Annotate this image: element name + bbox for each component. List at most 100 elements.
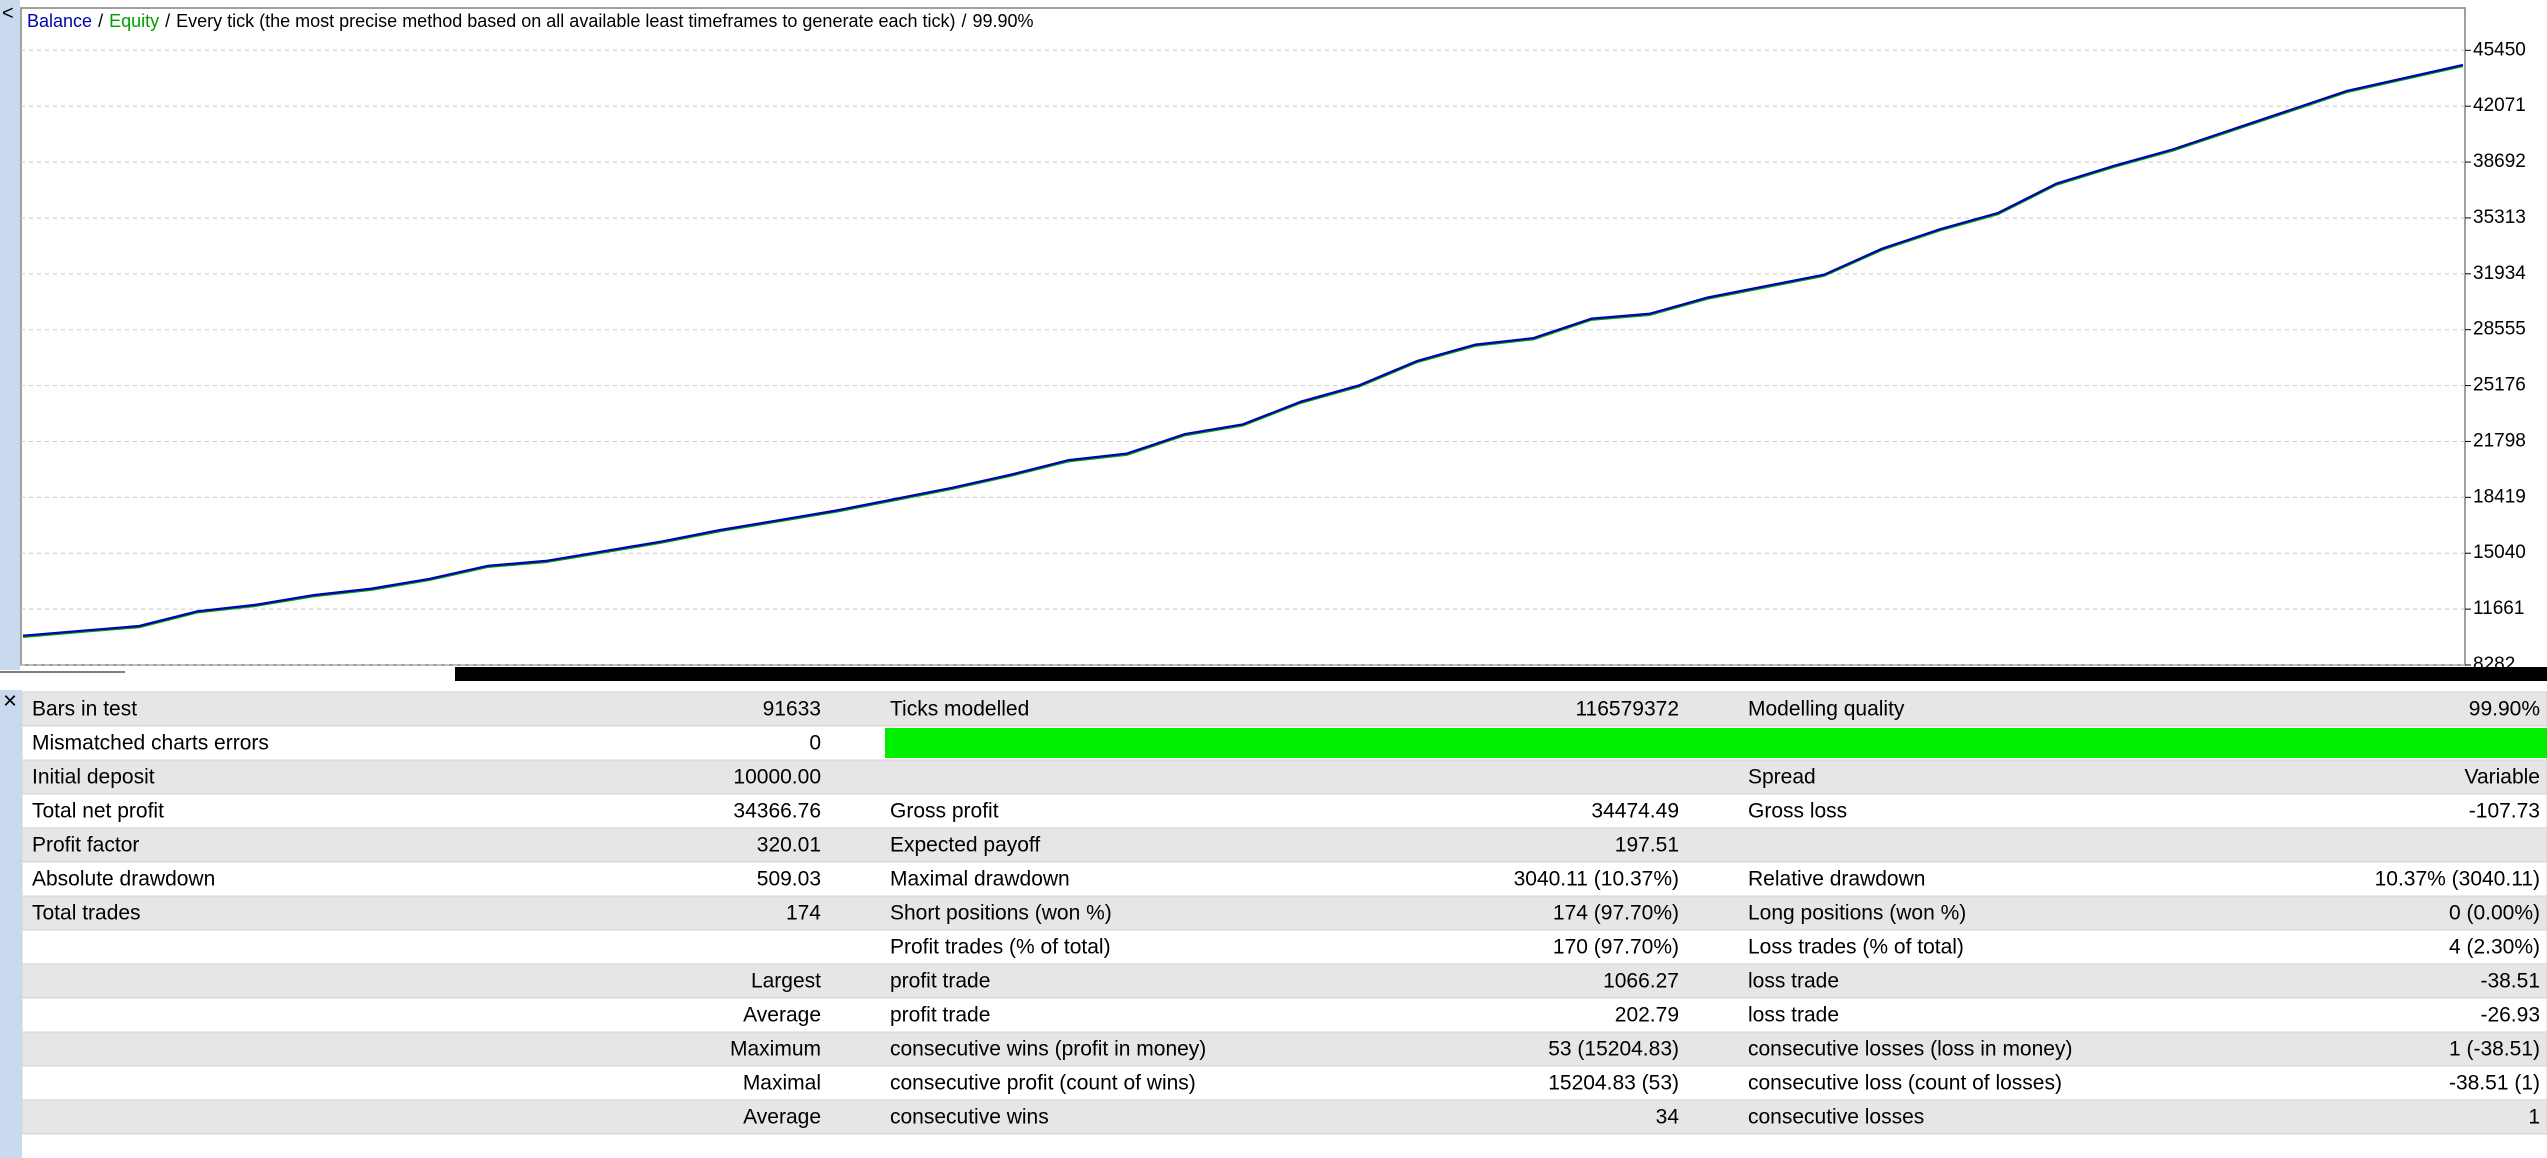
y-tick-label: 31934 bbox=[2473, 263, 2526, 284]
report-cell: 15204.83 (53) bbox=[1548, 1072, 1679, 1095]
report-cell: 1 bbox=[2528, 1106, 2540, 1129]
report-cell: profit trade bbox=[890, 970, 990, 993]
report-cell: 34366.76 bbox=[733, 800, 821, 823]
report-cell: 116579372 bbox=[1575, 698, 1679, 721]
report-cell: 174 (97.70%) bbox=[1553, 902, 1679, 925]
y-tick-label: 25176 bbox=[2473, 375, 2526, 396]
report-cell: Maximum bbox=[730, 1038, 821, 1061]
report-cell: 320.01 bbox=[757, 834, 821, 857]
quality-bar bbox=[885, 728, 2547, 758]
report-row bbox=[21, 759, 2547, 795]
y-tick-label: 38692 bbox=[2473, 151, 2526, 172]
report-cell: Relative drawdown bbox=[1748, 868, 1925, 891]
series-line bbox=[22, 63, 2464, 637]
y-tick-label: 8282 bbox=[2473, 654, 2515, 675]
left-strip-report bbox=[0, 690, 22, 1158]
report-cell: 197.51 bbox=[1615, 834, 1679, 857]
separator: / bbox=[962, 11, 967, 31]
report-cell: Maximal drawdown bbox=[890, 868, 1070, 891]
report-cell: Long positions (won %) bbox=[1748, 902, 1966, 925]
series-line bbox=[22, 65, 2464, 638]
report-cell: 0 (0.00%) bbox=[2449, 902, 2540, 925]
separator: / bbox=[98, 11, 103, 31]
report-cell: 10.37% (3040.11) bbox=[2375, 868, 2540, 891]
report-cell: Gross loss bbox=[1748, 800, 1847, 823]
report-cell: Modelling quality bbox=[1748, 698, 1905, 721]
left-strip bbox=[0, 0, 20, 670]
report-cell: -107.73 bbox=[2469, 800, 2540, 823]
report-cell: consecutive profit (count of wins) bbox=[890, 1072, 1196, 1095]
separator: / bbox=[165, 11, 170, 31]
close-button[interactable]: × bbox=[3, 687, 17, 714]
report-row bbox=[21, 691, 2547, 727]
report-cell: consecutive wins bbox=[890, 1106, 1049, 1129]
legend-balance: Balance bbox=[27, 11, 92, 31]
report-cell: 3040.11 (10.37%) bbox=[1514, 868, 1679, 891]
report-row bbox=[21, 1065, 2547, 1101]
report-cell: Ticks modelled bbox=[890, 698, 1029, 721]
report-cell: loss trade bbox=[1748, 970, 1839, 993]
x-axis-bar bbox=[455, 667, 2547, 681]
report-cell: Short positions (won %) bbox=[890, 902, 1112, 925]
report-cell: Total trades bbox=[32, 902, 141, 925]
report-cell: 53 (15204.83) bbox=[1548, 1038, 1679, 1061]
report-cell: 10000.00 bbox=[733, 766, 821, 789]
report-row bbox=[21, 1031, 2547, 1067]
report-cell: consecutive losses bbox=[1748, 1106, 1924, 1129]
collapse-button[interactable]: < bbox=[2, 2, 14, 24]
y-tick-label: 21798 bbox=[2473, 430, 2526, 451]
y-tick-label: 18419 bbox=[2473, 486, 2526, 507]
report-cell: 0 bbox=[809, 732, 821, 755]
report-row bbox=[21, 997, 2547, 1033]
report-cell: loss trade bbox=[1748, 1004, 1839, 1027]
report-cell: consecutive loss (count of losses) bbox=[1748, 1072, 2062, 1095]
report-cell: -26.93 bbox=[2480, 1004, 2540, 1027]
report-cell: Profit trades (% of total) bbox=[890, 936, 1111, 959]
report-cell: 99.90% bbox=[2469, 698, 2540, 721]
report-row bbox=[21, 929, 2547, 965]
report-cell: Loss trades (% of total) bbox=[1748, 936, 1964, 959]
report-cell: 34 bbox=[1656, 1106, 1680, 1129]
report-cell: Mismatched charts errors bbox=[32, 732, 269, 755]
y-tick-label: 42071 bbox=[2473, 95, 2526, 116]
report-cell: 34474.49 bbox=[1591, 800, 1679, 823]
report-cell: 509.03 bbox=[757, 868, 821, 891]
report-row bbox=[21, 895, 2547, 931]
report-cell: 91633 bbox=[763, 698, 821, 721]
report-cell: Absolute drawdown bbox=[32, 868, 215, 891]
legend-equity: Equity bbox=[109, 11, 159, 31]
y-tick-label: 11661 bbox=[2473, 598, 2524, 619]
report-cell: profit trade bbox=[890, 1004, 990, 1027]
y-tick-label: 28555 bbox=[2473, 319, 2526, 340]
report-cell: 1 (-38.51) bbox=[2449, 1038, 2540, 1061]
report-cell: Total net profit bbox=[32, 800, 164, 823]
report-row bbox=[21, 1099, 2547, 1135]
y-tick-label: 35313 bbox=[2473, 207, 2526, 228]
chart-subtitle: Every tick (the most precise method base… bbox=[176, 11, 955, 31]
report-cell: Variable bbox=[2465, 766, 2541, 789]
report-row bbox=[21, 963, 2547, 999]
report-cell: 170 (97.70%) bbox=[1553, 936, 1679, 959]
report-cell: Largest bbox=[751, 970, 821, 993]
chart-header: Balance / Equity / Every tick (the most prec… bbox=[27, 11, 1034, 31]
report-cell: Profit factor bbox=[32, 834, 139, 857]
report-cell: Maximal bbox=[743, 1072, 821, 1095]
y-tick-label: 15040 bbox=[2473, 542, 2526, 563]
report-cell: Bars in test bbox=[32, 698, 137, 721]
report-row bbox=[21, 793, 2547, 829]
report-cell: 174 bbox=[786, 902, 821, 925]
report-cell: Expected payoff bbox=[890, 834, 1040, 857]
modelling-quality: 99.90% bbox=[973, 11, 1034, 31]
report-cell: -38.51 (1) bbox=[2449, 1072, 2540, 1095]
report-row bbox=[21, 827, 2547, 863]
report-cell: consecutive wins (profit in money) bbox=[890, 1038, 1206, 1061]
report-cell: Average bbox=[743, 1004, 821, 1027]
report-row bbox=[21, 861, 2547, 897]
report-cell: Gross profit bbox=[890, 800, 999, 823]
report-cell: -38.51 bbox=[2480, 970, 2540, 993]
report-cell: 1066.27 bbox=[1603, 970, 1679, 993]
report-cell: 202.79 bbox=[1615, 1004, 1679, 1027]
plot-area bbox=[20, 7, 2466, 666]
report-cell: 4 (2.30%) bbox=[2449, 936, 2540, 959]
